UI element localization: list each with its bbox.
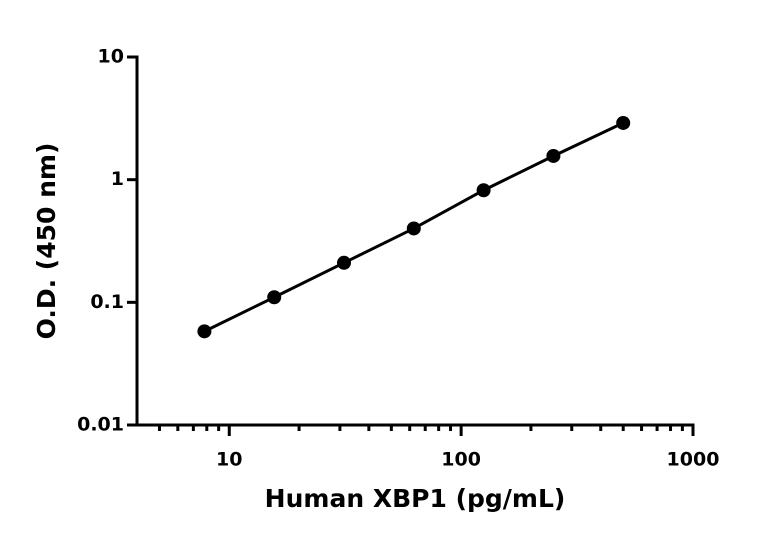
point bbox=[406, 221, 421, 236]
point bbox=[616, 115, 631, 130]
point bbox=[337, 255, 352, 270]
x-tick-label: 10 bbox=[216, 449, 242, 471]
x-axis-title: Human XBP1 (pg/mL) bbox=[265, 484, 566, 513]
point bbox=[267, 290, 282, 305]
y-tick-label: 0.1 bbox=[90, 291, 124, 313]
y-tick-label: 1 bbox=[111, 168, 124, 190]
x-tick-label: 100 bbox=[441, 449, 481, 471]
x-tick-label: 1000 bbox=[667, 449, 720, 471]
y-tick-label: 0.01 bbox=[77, 414, 124, 436]
y-tick-label: 10 bbox=[98, 46, 124, 68]
point bbox=[197, 324, 212, 339]
point bbox=[476, 183, 491, 198]
y-axis-title: O.D. (450 nm) bbox=[32, 143, 61, 340]
point bbox=[546, 148, 561, 163]
